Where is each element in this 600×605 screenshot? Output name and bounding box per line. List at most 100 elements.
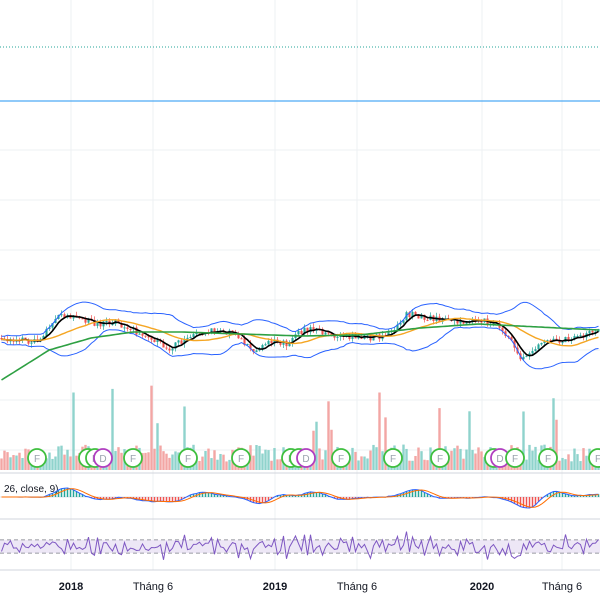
volume-bar — [468, 411, 471, 470]
volume-bar — [222, 454, 225, 470]
candle-body — [141, 333, 144, 336]
volume-bar — [15, 455, 18, 470]
volume-bar — [411, 460, 414, 470]
candle-body — [258, 349, 261, 351]
candle-body — [249, 343, 252, 349]
volume-bar — [420, 451, 423, 470]
event-marker-icon[interactable]: F — [588, 448, 600, 468]
candle-body — [465, 321, 468, 324]
candle-body — [456, 319, 459, 324]
candle-body — [264, 344, 267, 346]
volume-bar — [399, 459, 402, 470]
candle-body — [549, 340, 552, 342]
x-tick-label: Tháng 6 — [337, 581, 377, 593]
volume-bar — [570, 461, 573, 470]
event-markers[interactable]: FFFDFFFFFDFFFFDFFF — [27, 448, 600, 468]
event-marker-icon[interactable]: F — [231, 448, 251, 468]
volume-bar — [6, 452, 9, 470]
volume-bar — [477, 447, 480, 470]
candle-body — [138, 333, 141, 335]
candle-body — [327, 332, 330, 334]
candle-body — [324, 332, 327, 335]
candle-body — [156, 340, 159, 342]
volume-bar — [561, 457, 564, 470]
event-marker-icon[interactable]: D — [296, 448, 316, 468]
volume-bar — [213, 450, 216, 470]
candle-body — [120, 323, 123, 328]
rsi-line — [1, 531, 599, 561]
rsi-pane[interactable] — [0, 531, 600, 561]
candle-body — [192, 334, 195, 337]
candle-body — [402, 320, 405, 323]
volume-bar — [63, 454, 66, 470]
candle-body — [195, 332, 198, 335]
volume-bar — [255, 445, 258, 470]
candle-body — [147, 336, 150, 338]
volume-bar — [582, 448, 585, 470]
event-marker-icon[interactable]: D — [93, 448, 113, 468]
event-marker-icon[interactable]: F — [178, 448, 198, 468]
volume-bar — [465, 449, 468, 470]
macd-pane[interactable]: 26, close, 9) — [0, 484, 600, 509]
volume-bar — [456, 445, 459, 470]
candle-body — [306, 327, 309, 333]
event-marker-icon[interactable]: F — [123, 448, 143, 468]
volume-bar — [276, 459, 279, 470]
candle-body — [96, 322, 99, 326]
candle-body — [180, 340, 183, 344]
volume-bar — [567, 454, 570, 470]
event-marker-icon[interactable]: F — [331, 448, 351, 468]
candle-body — [45, 328, 48, 336]
candle-body — [279, 341, 282, 345]
volume-bar — [198, 460, 201, 470]
volume-bar — [315, 421, 318, 470]
candle-body — [528, 353, 531, 356]
volume-bar — [264, 449, 267, 470]
volume-bar — [324, 450, 327, 470]
candle-body — [210, 328, 213, 334]
event-marker-icon[interactable]: F — [538, 448, 558, 468]
volume-bar — [471, 449, 474, 470]
volume-bar — [114, 451, 117, 470]
volume-bar — [381, 451, 384, 470]
time-axis[interactable]: 2018 Tháng 6 2019 Tháng 6 2020 Tháng 6 — [59, 581, 582, 593]
bollinger-upper — [1, 301, 599, 337]
marker-circle — [178, 448, 198, 468]
candle-body — [9, 340, 12, 342]
candle-body — [123, 327, 126, 329]
candle-body — [39, 338, 42, 340]
volume-bar — [150, 385, 153, 470]
candle-body — [297, 330, 300, 335]
volume-bar — [45, 458, 48, 470]
candle-body — [579, 335, 582, 337]
candle-body — [111, 324, 114, 326]
volume-bar — [378, 392, 381, 470]
candle-body — [243, 338, 246, 345]
marker-circle — [27, 448, 47, 468]
volume-bar — [60, 445, 63, 470]
marker-label: D — [496, 454, 503, 465]
volume-bar — [375, 447, 378, 470]
volume-bar — [18, 452, 21, 470]
event-marker-icon[interactable]: F — [27, 448, 47, 468]
event-marker-icon[interactable]: F — [430, 448, 450, 468]
moving-averages — [1, 314, 599, 381]
macd-legend: 26, close, 9) — [4, 484, 58, 495]
candle-body — [399, 322, 402, 325]
volume-bar — [3, 450, 6, 470]
candle-body — [561, 342, 564, 344]
candle-body — [270, 340, 273, 344]
event-marker-icon[interactable]: F — [505, 448, 525, 468]
candle-body — [372, 335, 375, 341]
volume-bar — [480, 451, 483, 470]
volume-bar — [585, 455, 588, 470]
volume-bar — [369, 450, 372, 470]
candle-body — [459, 320, 462, 324]
volume-bar — [174, 451, 177, 470]
volume-bar — [525, 459, 528, 470]
volume-bar — [423, 459, 426, 470]
candle-body — [99, 322, 102, 327]
event-marker-icon[interactable]: F — [383, 448, 403, 468]
